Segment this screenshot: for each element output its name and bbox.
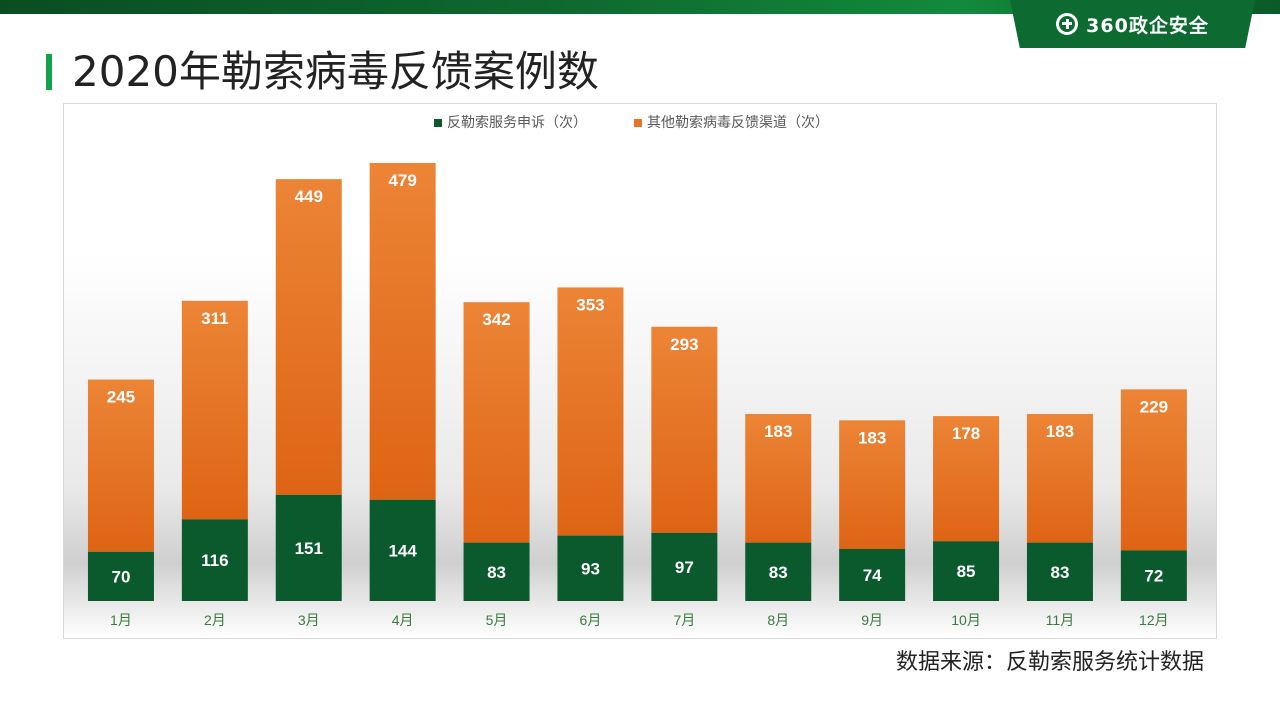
title-accent-bar [46, 54, 52, 90]
brand-logo: 360政企安全 [1010, 0, 1255, 48]
label-other-12: 229 [1140, 397, 1168, 416]
label-complaints-8: 83 [769, 563, 788, 582]
x-tick-label-11: 11月 [1046, 612, 1075, 628]
label-complaints-5: 83 [487, 563, 506, 582]
bar-complaints-5 [463, 542, 530, 601]
bar-other-11 [1026, 413, 1093, 543]
page-title: 2020年勒索病毒反馈案例数 [72, 47, 599, 96]
chart-frame: 反勒索服务申诉（次） 其他勒索病毒反馈渠道（次） 245 70 311 116 449 15… [63, 103, 1217, 639]
bar-other-6 [557, 287, 624, 536]
bar-other-3 [275, 179, 342, 495]
x-tick-label-1: 1月 [110, 612, 132, 628]
label-other-11: 183 [1046, 422, 1074, 441]
label-complaints-3: 151 [295, 539, 323, 558]
label-complaints-2: 116 [201, 551, 228, 570]
top-banner [0, 0, 1280, 14]
label-complaints-1: 70 [111, 567, 130, 586]
label-complaints-11: 83 [1050, 563, 1069, 582]
bar-other-9 [839, 420, 906, 549]
bar-other-10 [933, 416, 1000, 542]
x-tick-label-4: 4月 [392, 612, 414, 628]
x-tick-label-2: 2月 [204, 612, 226, 628]
label-other-6: 353 [576, 295, 604, 314]
bar-complaints-7 [651, 532, 718, 601]
x-tick-label-8: 8月 [767, 612, 789, 628]
label-other-4: 479 [388, 171, 416, 190]
legend-swatch-other [634, 119, 642, 127]
stacked-bar-chart: 反勒索服务申诉（次） 其他勒索病毒反馈渠道（次） 245 70 311 116 449 15… [87, 114, 1187, 628]
label-complaints-10: 85 [957, 562, 976, 581]
bar-complaints-6 [557, 535, 624, 601]
bar-complaints-12 [1120, 550, 1187, 601]
label-other-3: 449 [295, 187, 323, 206]
x-tick-label-12: 12月 [1139, 612, 1169, 628]
bar-complaints-3 [275, 494, 342, 601]
label-complaints-9: 74 [863, 566, 882, 585]
x-tick-label-6: 6月 [580, 612, 602, 628]
label-other-1: 245 [107, 388, 135, 407]
label-other-5: 342 [482, 310, 510, 329]
label-complaints-6: 93 [581, 559, 600, 578]
label-other-10: 178 [952, 424, 980, 443]
brand-logo-text: 360政企安全 [1086, 14, 1209, 37]
bar-other-12 [1120, 389, 1187, 551]
bar-other-1 [87, 379, 154, 552]
data-source-note: 数据来源：反勒索服务统计数据 [895, 650, 1204, 675]
legend-swatch-complaints [434, 119, 442, 127]
bar-other-8 [745, 413, 812, 543]
x-tick-label-3: 3月 [298, 612, 320, 628]
bar-complaints-2 [181, 519, 248, 601]
bar-other-4 [369, 162, 436, 500]
bar-complaints-1 [87, 551, 154, 601]
label-other-8: 183 [764, 422, 792, 441]
bar-other-5 [463, 302, 530, 543]
bar-other-2 [181, 300, 248, 520]
label-other-9: 183 [858, 428, 886, 447]
bar-complaints-8 [745, 542, 812, 601]
x-tick-label-9: 9月 [861, 612, 883, 628]
label-complaints-12: 72 [1144, 567, 1163, 586]
bar-complaints-9 [839, 548, 906, 601]
legend-label-complaints: 反勒索服务申诉（次） [447, 114, 587, 130]
brand-plus-icon [1056, 13, 1079, 35]
bar-other-7 [651, 326, 718, 533]
legend-label-other: 其他勒索病毒反馈渠道（次） [647, 114, 829, 130]
bar-complaints-4 [369, 499, 436, 601]
x-tick-label-5: 5月 [486, 612, 508, 628]
label-other-7: 293 [670, 335, 698, 354]
label-complaints-4: 144 [388, 541, 417, 560]
label-complaints-7: 97 [675, 558, 694, 577]
x-tick-label-10: 10月 [951, 612, 981, 628]
label-other-2: 311 [201, 309, 228, 328]
x-tick-label-7: 7月 [673, 612, 695, 628]
bar-complaints-11 [1026, 542, 1093, 601]
bar-complaints-10 [933, 541, 1000, 601]
